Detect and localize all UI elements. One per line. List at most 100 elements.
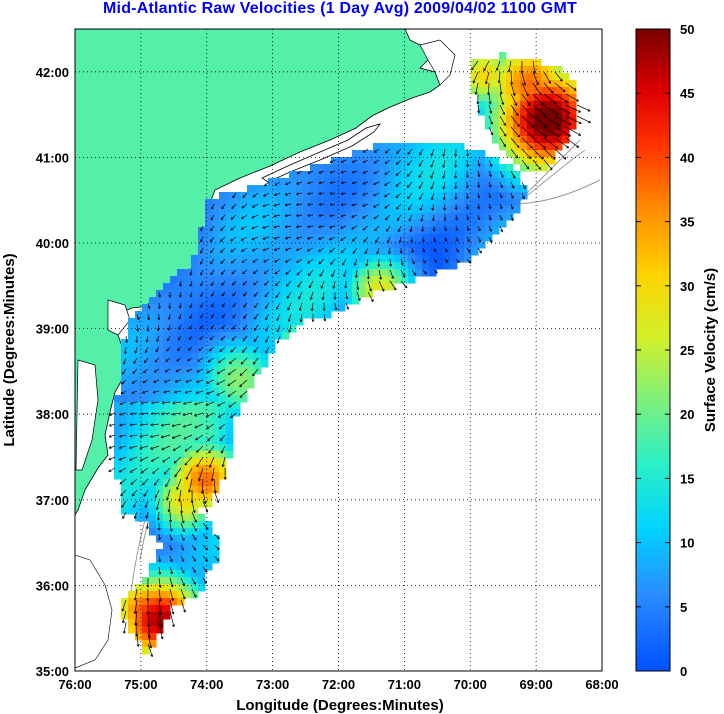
velocity-arrowhead — [543, 145, 546, 149]
velocity-cell — [142, 598, 150, 606]
velocity-arrow — [232, 313, 237, 319]
velocity-cell — [219, 430, 227, 438]
velocity-cell — [149, 437, 157, 445]
velocity-cell — [135, 367, 143, 375]
velocity-arrowhead — [454, 165, 458, 168]
velocity-cell — [289, 255, 297, 263]
velocity-arrowhead — [404, 285, 408, 289]
velocity-cell — [163, 451, 171, 459]
velocity-cell — [135, 339, 143, 347]
velocity-arrow — [543, 93, 557, 105]
velocity-cell — [198, 276, 206, 284]
velocity-arrowhead — [194, 528, 197, 532]
velocity-arrowhead — [296, 260, 300, 264]
velocity-cell — [191, 339, 199, 347]
velocity-arrowhead — [523, 186, 526, 190]
velocity-cell — [345, 206, 353, 214]
velocity-cell — [436, 248, 444, 256]
velocity-arrowhead — [467, 249, 471, 253]
velocity-arrowhead — [164, 379, 167, 383]
velocity-arrowhead — [129, 423, 133, 427]
velocity-arrowhead — [499, 91, 503, 95]
velocity-cell — [135, 437, 143, 445]
velocity-arrowhead — [217, 414, 221, 418]
velocity-cell — [548, 143, 556, 151]
velocity-cell — [212, 227, 220, 235]
velocity-arrowhead — [262, 248, 266, 252]
velocity-arrowhead — [253, 350, 257, 353]
velocity-arrowhead — [220, 250, 223, 253]
velocity-arrowhead — [420, 218, 424, 222]
velocity-arrowhead — [528, 156, 532, 159]
velocity-cell — [254, 206, 262, 214]
velocity-cell — [443, 227, 451, 235]
velocity-cell — [240, 234, 248, 242]
velocity-cell — [499, 192, 507, 200]
velocity-cell — [198, 255, 206, 263]
velocity-cell — [191, 283, 199, 291]
velocity-arrow — [221, 302, 226, 308]
velocity-arrow — [565, 137, 579, 148]
velocity-cell — [359, 290, 367, 298]
velocity-cell — [156, 528, 164, 536]
velocity-arrowhead — [433, 249, 437, 253]
velocity-arrow — [532, 126, 548, 138]
velocity-arrow — [367, 291, 374, 302]
velocity-cell — [268, 192, 276, 200]
velocity-cell — [345, 157, 353, 165]
velocity-cell — [170, 444, 178, 452]
velocity-cell — [198, 241, 206, 249]
velocity-arrowhead — [220, 450, 224, 454]
velocity-arrowhead — [254, 327, 257, 331]
velocity-cell — [149, 297, 157, 305]
velocity-arrowhead — [351, 238, 355, 242]
velocity-cell — [415, 178, 423, 186]
velocity-cell — [184, 549, 192, 557]
velocity-arrowhead — [465, 196, 469, 199]
velocity-cell — [275, 311, 283, 319]
velocity-cell — [254, 192, 262, 200]
velocity-cell — [541, 108, 549, 116]
velocity-arrow — [341, 181, 347, 184]
velocity-cell — [485, 122, 493, 130]
velocity-cell — [289, 227, 297, 235]
velocity-cell — [184, 591, 192, 599]
velocity-arrow — [330, 258, 336, 265]
velocity-cell — [163, 500, 171, 508]
velocity-cell — [170, 479, 178, 487]
velocity-cell — [443, 241, 451, 249]
velocity-arrowhead — [276, 340, 280, 344]
velocity-cell — [345, 255, 353, 263]
velocity-cell — [289, 262, 297, 270]
velocity-cell — [268, 213, 276, 221]
velocity-arrowhead — [500, 174, 504, 178]
velocity-arrowhead — [251, 205, 255, 208]
velocity-arrow — [183, 434, 193, 440]
velocity-cell — [184, 318, 192, 326]
velocity-arrowhead — [192, 510, 196, 514]
velocity-cell — [198, 437, 206, 445]
velocity-arrow — [109, 434, 116, 438]
velocity-cell — [275, 199, 283, 207]
velocity-arrowhead — [406, 185, 410, 188]
velocity-arrow — [307, 192, 314, 195]
velocity-arrow — [140, 467, 149, 474]
velocity-cell — [520, 150, 528, 158]
velocity-arrowhead — [483, 68, 487, 72]
velocity-cell — [114, 409, 122, 417]
velocity-arrowhead — [362, 192, 366, 196]
velocity-cell — [142, 311, 150, 319]
velocity-arrow — [276, 324, 281, 333]
velocity-arrowhead — [525, 93, 529, 97]
velocity-arrowhead — [216, 558, 220, 562]
velocity-cell — [373, 283, 381, 291]
velocity-arrowhead — [206, 381, 209, 384]
velocity-cell — [387, 185, 395, 193]
velocity-arrowhead — [273, 193, 277, 197]
velocity-cell — [394, 206, 402, 214]
velocity-arrowhead — [296, 272, 300, 276]
velocity-arrow — [143, 489, 149, 497]
velocity-arrow — [218, 357, 226, 364]
velocity-cell — [261, 234, 269, 242]
velocity-cell — [513, 150, 521, 158]
